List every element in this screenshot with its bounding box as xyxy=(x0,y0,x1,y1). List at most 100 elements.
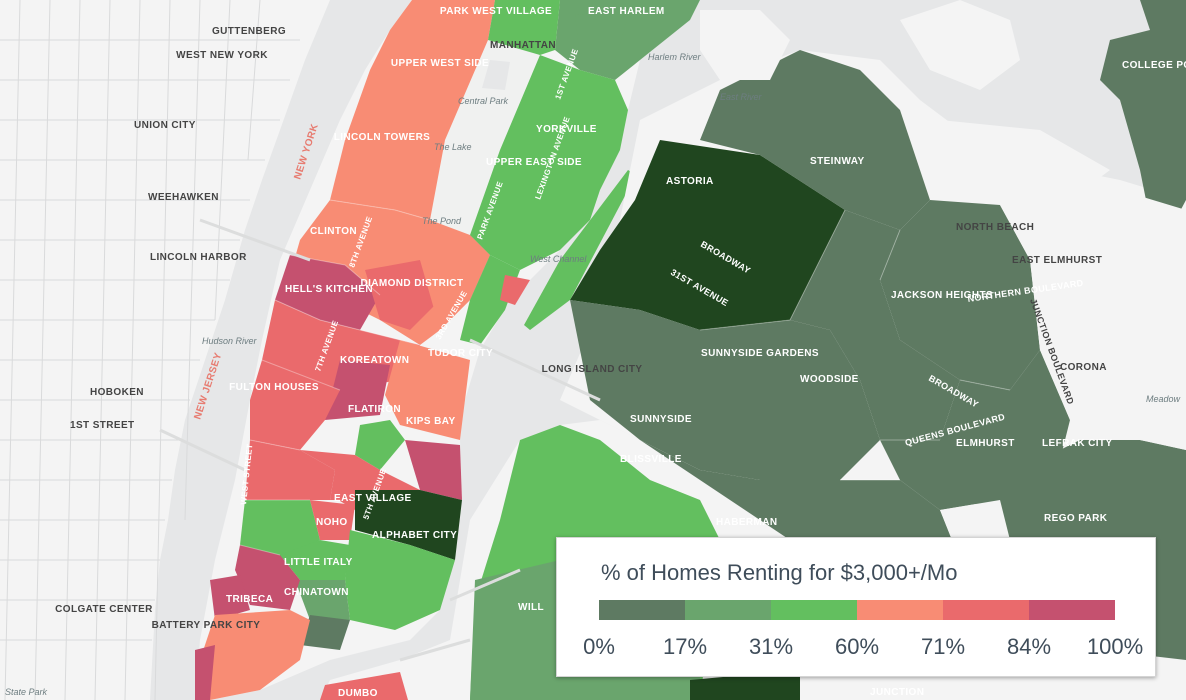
label-colgate-center: COLGATE CENTER xyxy=(55,604,153,615)
district-borders xyxy=(239,199,1011,556)
district-hells-kitchen xyxy=(275,255,380,330)
roosevelt-island xyxy=(524,170,636,330)
label-hoboken: HOBOKEN xyxy=(90,387,144,398)
district-kips-bay xyxy=(385,340,470,440)
district-college-point-top xyxy=(1140,0,1186,30)
label-college-point: COLLEGE POINT xyxy=(1122,60,1186,71)
label-rego-park: REGO PARK xyxy=(1044,513,1108,524)
label-dumbo: DUMBO xyxy=(338,688,378,699)
label-koreatown: KOREATOWN xyxy=(340,355,409,366)
district-west-village xyxy=(245,440,335,500)
queens-east-elmhurst xyxy=(1000,190,1186,450)
district-chinatown xyxy=(295,580,350,620)
legend-tick-31: 31% xyxy=(748,634,794,659)
district-diamond xyxy=(365,260,440,330)
label-lincoln-towers: LINCOLN TOWERS xyxy=(334,132,431,143)
district-gramercy xyxy=(355,420,405,470)
central-park xyxy=(430,40,540,235)
label-east-village: EAST VILLAGE xyxy=(334,493,412,504)
label-guttenberg: GUTTENBERG xyxy=(212,26,286,37)
label-central-park: Central Park xyxy=(458,96,509,106)
district-woodside xyxy=(790,210,960,440)
district-sutton xyxy=(500,275,530,305)
label-little-italy: LITTLE ITALY xyxy=(284,557,353,568)
district-little-italy xyxy=(280,540,350,580)
district-two-bridges xyxy=(300,615,350,650)
label-harlem-river: Harlem River xyxy=(648,52,702,62)
central-park-reservoir xyxy=(482,60,510,90)
district-fidi xyxy=(200,610,310,700)
label-blissville: BLISSVILLE xyxy=(620,454,682,465)
district-upper-west-side xyxy=(330,0,495,220)
label-the-lake: The Lake xyxy=(434,142,472,152)
district-chelsea xyxy=(250,360,340,450)
label-yorkville: YORKVILLE xyxy=(536,124,597,135)
district-north-beach xyxy=(880,200,1040,390)
label-astoria: ASTORIA xyxy=(666,176,714,187)
laguardia xyxy=(940,120,1110,200)
label-diamond-district: DIAMOND DISTRICT xyxy=(360,278,463,289)
district-alphabet-city xyxy=(355,490,462,560)
label-west-new-york: WEST NEW YORK xyxy=(176,50,268,61)
legend-tick-60: 60% xyxy=(834,634,880,659)
district-battery-park xyxy=(210,575,250,620)
legend-swatch-31-60 xyxy=(771,600,857,620)
district-dumbo xyxy=(320,672,408,700)
district-midtown-east xyxy=(420,235,490,330)
label-steinway: STEINWAY xyxy=(810,156,865,167)
label-lincoln-harbor: LINCOLN HARBOR xyxy=(150,252,247,263)
legend-color-bar xyxy=(599,600,1115,620)
new-jersey-land xyxy=(0,0,330,700)
label-battery-park-city: BATTERY PARK CITY xyxy=(152,620,261,631)
legend-title: % of Homes Renting for $3,000+/Mo xyxy=(601,560,958,585)
district-east-harlem-west xyxy=(488,0,560,55)
district-steinway xyxy=(700,50,930,230)
label-clinton: CLINTON xyxy=(310,226,357,237)
label-williamsburg: WILL xyxy=(518,602,544,613)
legend-swatch-0-17 xyxy=(599,600,685,620)
label-union-city: UNION CITY xyxy=(134,120,196,131)
district-flatiron xyxy=(325,360,390,420)
bridges xyxy=(159,218,601,662)
legend-swatch-84-100 xyxy=(1029,600,1115,620)
district-lower-east xyxy=(345,530,455,630)
legend-tick-17: 17% xyxy=(662,634,708,659)
label-weehawken: WEEHAWKEN xyxy=(148,192,219,203)
label-fulton-houses: FULTON HOUSES xyxy=(229,382,319,393)
district-uptown-east-dark xyxy=(575,10,630,60)
nj-street-grid xyxy=(0,0,300,700)
district-brooklyn-dark xyxy=(690,670,800,700)
randalls-island xyxy=(700,10,790,80)
label-woodside: WOODSIDE xyxy=(800,374,859,385)
label-corona: CORONA xyxy=(1060,362,1107,373)
district-college-point xyxy=(1100,30,1186,230)
district-yorkville xyxy=(470,55,628,270)
label-tudor-city: TUDOR CITY xyxy=(428,348,493,359)
label-jackson-heights: JACKSON HEIGHTS xyxy=(891,290,993,301)
label-haberman: HABERMAN xyxy=(716,517,778,528)
label-east-elmhurst: EAST ELMHURST xyxy=(1012,255,1102,266)
label-sunnyside-gardens: SUNNYSIDE GARDENS xyxy=(701,348,819,359)
label-sunnyside: SUNNYSIDE xyxy=(630,414,692,425)
label-east-harlem: EAST HARLEM xyxy=(588,6,665,17)
label-kips-bay: KIPS BAY xyxy=(406,416,456,427)
label-upper-east-side: UPPER EAST SIDE xyxy=(486,157,582,168)
legend-tick-71: 71% xyxy=(920,634,966,659)
legend-tick-84: 84% xyxy=(1006,634,1052,659)
label-park-west-village: PARK WEST VILLAGE xyxy=(440,6,552,17)
label-chinatown: CHINATOWN xyxy=(284,587,349,598)
district-noho xyxy=(310,500,355,540)
label-manhattan: MANHATTAN xyxy=(490,40,556,51)
label-hudson-river: Hudson River xyxy=(202,336,258,346)
district-soho xyxy=(240,500,320,560)
label-flatiron: FLATIRON xyxy=(348,404,401,415)
legend-swatch-71-84 xyxy=(943,600,1029,620)
district-stuy-town xyxy=(405,440,462,500)
label-lefrak-city: LEFRAK CITY xyxy=(1042,438,1113,449)
legend-tick-100: 100% xyxy=(1086,634,1144,659)
label-east-river: East River xyxy=(720,92,763,102)
legend-swatch-60-71 xyxy=(857,600,943,620)
label-noho: NOHO xyxy=(316,517,348,528)
label-alphabet-city: ALPHABET CITY xyxy=(372,530,457,541)
